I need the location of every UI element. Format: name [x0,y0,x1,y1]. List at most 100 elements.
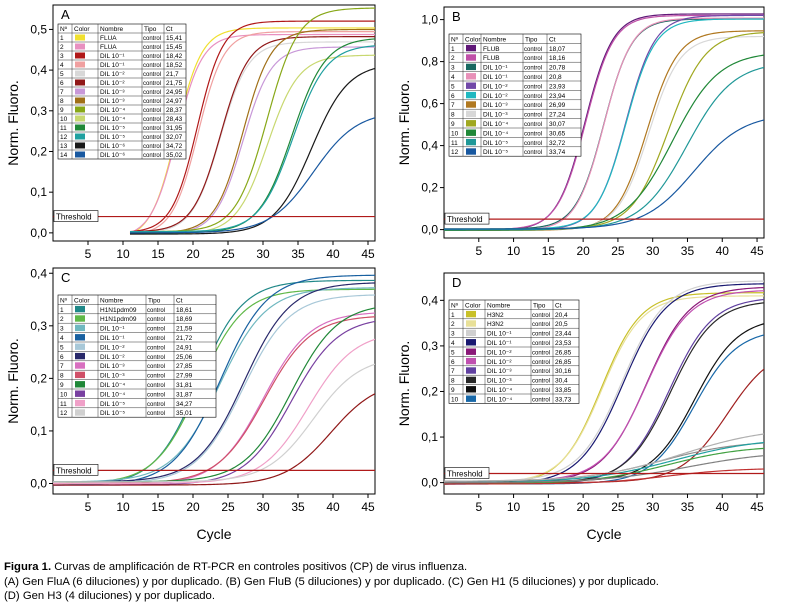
legend-type: control [143,54,161,60]
y-axis-label: Norm. Fluoro. [396,341,412,427]
legend-type: control [147,308,165,314]
legend-swatch [75,133,85,140]
legend-name: DIL 10⁻³ [100,98,125,105]
legend-ct: 33,73 [555,396,572,403]
x-tick-label: 45 [750,244,764,258]
legend-type: control [147,402,165,408]
legend-name: DIL 10⁻⁴ [100,382,125,389]
legend-swatch [75,151,85,158]
x-tick-label: 15 [542,500,556,514]
legend-ct: 18,42 [166,53,183,60]
y-tick-label: 1,0 [421,13,438,27]
legend-name: DIL 10⁻⁴ [483,130,508,137]
legend-ct: 27,85 [176,363,193,370]
legend-swatch [466,310,476,318]
x-tick-label: 20 [576,244,590,258]
legend-type: control [147,345,165,351]
curves [129,7,375,235]
legend-name: H1N1pdm09 [100,316,137,323]
caption-line-1: Curvas de amplificación de RT-PCR en con… [51,561,468,573]
legend-name: DIL 10⁻⁴ [100,391,125,398]
legend-number: 5 [60,344,64,351]
legend-name: DIL 10⁻⁵ [100,401,125,408]
legend-swatch [75,97,85,104]
legend-type: control [532,341,550,347]
legend-type: control [143,90,161,96]
series-line [53,393,375,486]
legend-number: 5 [60,71,64,78]
legend-ct: 33,74 [549,149,566,156]
legend-ct: 24,97 [166,98,183,105]
legend-name: DIL 10⁻³ [483,112,508,119]
y-tick-label: 0,2 [421,384,438,398]
legend-name: DIL 10⁻¹ [100,62,125,69]
legend-swatch [466,44,476,52]
legend-type: control [524,122,542,128]
legend-ct: 25,06 [176,354,193,361]
legend-type: control [524,131,542,137]
legend-type: control [143,135,161,141]
legend-ct: 21,75 [166,80,183,87]
legend-swatch [466,395,476,402]
series-line [444,455,764,484]
y-tick-label: 0,4 [421,139,438,153]
legend-swatch [75,106,85,113]
legend-name: DIL 10⁻² [483,83,508,90]
legend-ct: 31,81 [176,382,193,389]
legend-swatch [75,371,85,379]
legend-swatch [466,110,476,118]
legend-ct: 20,78 [549,65,566,72]
legend-name: DIL 10⁻¹ [100,326,125,333]
series-line [53,363,375,483]
legend-number: 7 [60,363,64,370]
legend-type: control [532,313,550,319]
legend-number: 1 [451,46,455,53]
legend-type: control [524,103,542,109]
legend-swatch [466,138,476,146]
legend-number: 11 [60,401,67,408]
x-tick-label: 45 [750,500,764,514]
x-tick-label: 30 [646,500,660,514]
legend-header: Color [74,26,90,33]
legend-ct: 18,69 [176,316,193,323]
legend-ct: 28,37 [166,107,183,114]
legend-swatch [75,305,85,313]
legend-name: DIL 10⁻² [487,359,512,366]
legend-swatch [75,324,85,332]
legend-number: 6 [451,93,455,100]
legend-type: control [143,45,161,51]
legend-name: FLUA [100,44,117,51]
legend-name: DIL 10⁻⁶ [100,152,125,159]
legend-number: 11 [451,140,458,147]
legend-name: DIL 10⁻³ [100,373,125,380]
legend-name: DIL 10⁻⁵ [100,134,125,141]
legend-ct: 24,95 [166,89,183,96]
y-axis-label: Norm. Fluoro. [5,80,21,166]
y-axis-label: Norm. Fluoro. [396,80,412,166]
legend-swatch [466,320,476,327]
legend-number: 7 [60,89,64,96]
legend-header: Nº [60,297,68,304]
legend-swatch [75,390,85,397]
legend-type: control [143,126,161,132]
legend-number: 9 [451,121,455,128]
legend-type: control [524,47,542,53]
y-tick-label: 0,6 [421,97,438,111]
legend-swatch [75,79,85,86]
legend-number: 2 [451,55,455,62]
legend-name: DIL 10⁻¹ [100,53,125,60]
legend-ct: 35,01 [176,410,193,417]
legend-number: 12 [60,410,68,417]
caption-label: Figura 1. [4,561,52,573]
y-tick-label: 0,1 [421,430,438,444]
legend-swatch [466,357,476,365]
legend-number: 1 [60,307,64,314]
legend-ct: 27,24 [549,112,566,119]
legend-name: DIL 10⁻¹ [487,331,512,338]
legend-type: control [143,81,161,87]
legend-number: 6 [60,80,64,87]
legend-swatch [466,348,476,355]
y-tick-label: 0,4 [30,266,47,280]
